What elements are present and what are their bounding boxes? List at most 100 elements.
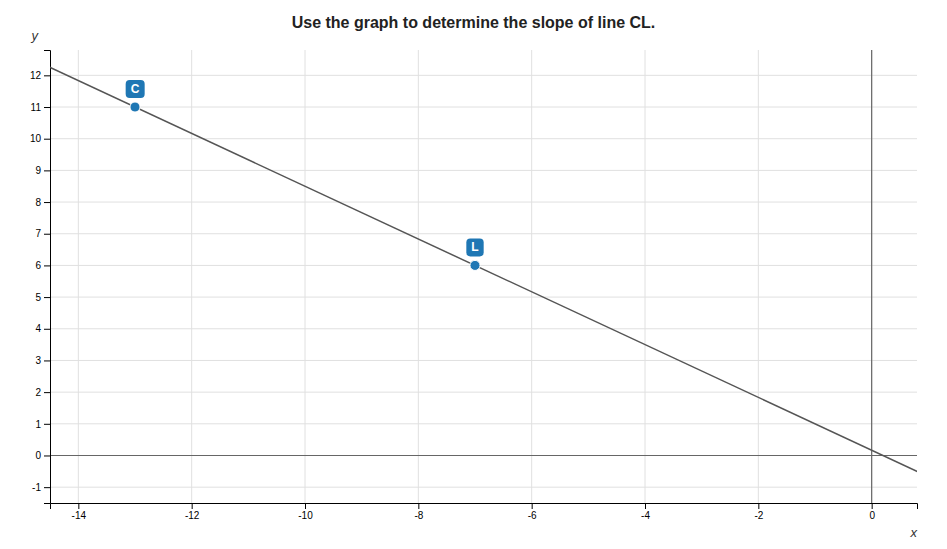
tick-mark (44, 202, 50, 203)
grid-line-y (50, 297, 917, 298)
tick-label: -12 (185, 510, 200, 521)
tick: 2 (35, 387, 50, 398)
grid-line-x (645, 50, 646, 503)
grid-line-x (191, 50, 192, 503)
tick-label: -6 (528, 510, 537, 521)
grid-line-x (531, 50, 532, 503)
tick: 11 (31, 102, 50, 113)
zero-line-horizontal (50, 455, 917, 456)
tick: -2 (754, 503, 763, 521)
tick: -8 (414, 503, 423, 521)
grid-line-y (50, 360, 917, 361)
tick-mark (44, 392, 50, 393)
tick-label: 2 (35, 387, 41, 398)
tick-mark (44, 139, 50, 140)
tick: 12 (30, 70, 50, 81)
tick-label: -2 (754, 510, 763, 521)
tick-mark (44, 234, 50, 235)
tick-mark (44, 297, 50, 298)
tick-mark (44, 329, 50, 330)
line-cl (50, 50, 917, 503)
tick-mark (44, 265, 50, 266)
tick-label: 11 (31, 102, 42, 113)
tick-label: 0 (35, 450, 41, 461)
tick: -4 (641, 503, 650, 521)
grid-line-y (50, 265, 917, 266)
grid-line-y (50, 423, 917, 424)
grid-line-x (78, 50, 79, 503)
y-axis: -10123456789101112 (30, 51, 51, 504)
point-label-text: C (131, 82, 140, 96)
tick-mark (78, 503, 79, 509)
label-bubble (466, 238, 483, 256)
tick: -10 (298, 503, 313, 521)
tick: -14 (72, 503, 87, 521)
y-axis-label: y (31, 28, 40, 43)
tick-mark (44, 75, 50, 76)
point (130, 102, 140, 112)
label-bubble (126, 80, 145, 98)
tick-label: -4 (641, 510, 650, 521)
tick-mark (44, 487, 50, 488)
tick-label: 3 (35, 355, 41, 366)
chart-container: Use the graph to determine the slope of … (0, 0, 947, 549)
tick-label: 7 (35, 228, 41, 239)
axis-line (51, 504, 918, 510)
tick-mark (872, 503, 873, 509)
grid-line-y (50, 233, 917, 234)
grid-line-x (758, 50, 759, 503)
tick-mark (305, 503, 306, 509)
tick: 10 (30, 133, 50, 144)
origin-axes (50, 50, 917, 503)
tick-label: 12 (30, 70, 42, 81)
grid-line-y (50, 138, 917, 139)
tick-label: 4 (35, 323, 41, 334)
tick-mark (44, 424, 50, 425)
tick: 0 (35, 450, 50, 461)
grid-line-x (418, 50, 419, 503)
grid-line-y (50, 328, 917, 329)
tick-mark (645, 503, 646, 509)
tick: 7 (35, 228, 50, 239)
tick: 4 (35, 323, 50, 334)
point-labels: CL (126, 80, 484, 256)
grid (50, 50, 917, 503)
tick-label: 8 (35, 197, 41, 208)
tick-mark (758, 503, 759, 509)
tick: 8 (35, 197, 50, 208)
tick-label: -10 (298, 510, 313, 521)
tick-label: 9 (35, 165, 41, 176)
tick: -6 (528, 503, 537, 521)
x-axis-label: x (910, 525, 918, 540)
tick-label: 10 (30, 133, 42, 144)
tick-mark (44, 170, 50, 171)
grid-line-x (871, 50, 872, 503)
grid-line-y (50, 170, 917, 171)
tick: 9 (35, 165, 50, 176)
tick: 5 (35, 292, 50, 303)
tick-mark (44, 360, 50, 361)
grid-line-y (50, 202, 917, 203)
tick-label: -1 (32, 482, 41, 493)
tick-label: 6 (35, 260, 41, 271)
grid-line-y (50, 455, 917, 456)
tick-label: 0 (869, 510, 875, 521)
grid-line-y (50, 487, 917, 488)
marks (50, 50, 917, 503)
zero-line-vertical (871, 50, 872, 503)
axis-line (44, 51, 51, 504)
tick-mark (532, 503, 533, 509)
chart-svg: Use the graph to determine the slope of … (0, 0, 947, 549)
tick-label: -8 (414, 510, 423, 521)
tick-mark (44, 455, 50, 456)
chart-title: Use the graph to determine the slope of … (292, 14, 656, 31)
tick: 3 (35, 355, 50, 366)
point-label: C (126, 80, 145, 98)
grid-line-y (50, 75, 917, 76)
tick-mark (192, 503, 193, 509)
tick: 6 (35, 260, 50, 271)
x-axis: -14 -12 -10 -8 -6 -4 -2 0 (51, 503, 918, 521)
grid-line-y (50, 392, 917, 393)
tick-mark (418, 503, 419, 509)
tick: -12 (185, 503, 200, 521)
